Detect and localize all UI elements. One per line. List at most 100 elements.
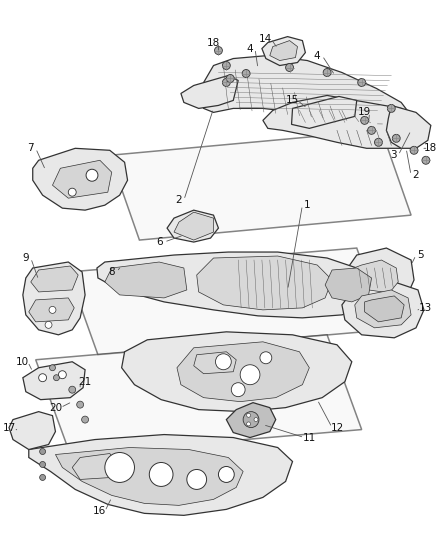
Circle shape [357,78,365,86]
Text: 2: 2 [175,195,182,205]
Polygon shape [55,448,243,505]
Circle shape [214,46,222,54]
Circle shape [231,383,244,397]
Text: 7: 7 [28,143,34,154]
Polygon shape [325,268,371,302]
Polygon shape [269,41,297,61]
Polygon shape [23,362,85,400]
Circle shape [39,462,46,467]
Polygon shape [72,454,117,480]
Circle shape [39,474,46,480]
Polygon shape [226,402,275,438]
Text: 18: 18 [206,38,219,47]
Text: 21: 21 [78,377,92,387]
Circle shape [409,147,417,154]
Polygon shape [173,212,213,240]
Text: 2: 2 [412,170,418,180]
Text: 17: 17 [2,423,16,433]
Circle shape [68,188,76,196]
Polygon shape [341,282,423,338]
Circle shape [86,169,98,181]
Polygon shape [23,262,85,335]
Circle shape [240,365,259,385]
Text: 10: 10 [16,357,29,367]
Polygon shape [364,296,403,322]
Circle shape [53,375,59,381]
Text: 13: 13 [418,303,431,313]
Text: 5: 5 [417,250,423,260]
Polygon shape [68,248,385,355]
Text: 4: 4 [246,44,253,54]
Circle shape [322,69,330,77]
Text: 20: 20 [49,402,62,413]
Circle shape [77,401,83,408]
Polygon shape [33,148,127,210]
Polygon shape [105,262,187,298]
Polygon shape [29,434,292,515]
Text: 6: 6 [155,237,162,247]
Polygon shape [385,106,430,148]
Circle shape [242,69,250,77]
Text: 18: 18 [423,143,436,154]
Text: 11: 11 [302,433,315,442]
Circle shape [45,321,52,328]
Polygon shape [291,96,356,128]
Text: 15: 15 [285,95,298,106]
Polygon shape [29,298,74,322]
Circle shape [222,78,230,86]
Circle shape [222,61,230,69]
Text: 4: 4 [313,51,320,61]
Circle shape [285,63,293,71]
Circle shape [386,104,394,112]
Circle shape [421,156,429,164]
Text: 14: 14 [259,34,272,44]
Text: 1: 1 [304,200,310,210]
Polygon shape [344,248,413,305]
Polygon shape [167,210,218,242]
Polygon shape [196,256,331,310]
Circle shape [105,453,134,482]
Circle shape [58,371,66,379]
Circle shape [39,449,46,455]
Circle shape [360,116,368,124]
Text: 3: 3 [389,150,396,160]
Circle shape [259,352,271,364]
Polygon shape [261,37,305,66]
Text: 16: 16 [93,506,106,516]
Polygon shape [35,335,361,455]
Circle shape [367,126,374,134]
Polygon shape [262,95,420,148]
Circle shape [246,413,250,417]
Polygon shape [53,160,112,198]
Polygon shape [180,76,238,108]
Polygon shape [97,252,378,318]
Circle shape [69,386,75,393]
Circle shape [149,463,173,487]
Text: 12: 12 [330,423,343,433]
Text: 8: 8 [108,267,115,277]
Circle shape [81,416,88,423]
Circle shape [39,374,46,382]
Polygon shape [121,332,351,411]
Circle shape [218,466,234,482]
Polygon shape [193,352,236,374]
Polygon shape [177,342,309,402]
Text: 9: 9 [22,253,29,263]
Polygon shape [354,290,410,328]
Polygon shape [198,55,410,131]
Circle shape [215,354,231,370]
Polygon shape [110,131,410,240]
Polygon shape [9,411,55,449]
Circle shape [246,422,250,426]
Text: 19: 19 [357,108,371,117]
Polygon shape [353,260,397,293]
Circle shape [226,75,234,83]
Circle shape [254,417,258,422]
Circle shape [392,134,399,142]
Circle shape [187,470,206,489]
Circle shape [49,306,56,313]
Polygon shape [31,266,78,292]
Circle shape [49,365,55,371]
Circle shape [374,139,381,147]
Circle shape [243,411,258,427]
